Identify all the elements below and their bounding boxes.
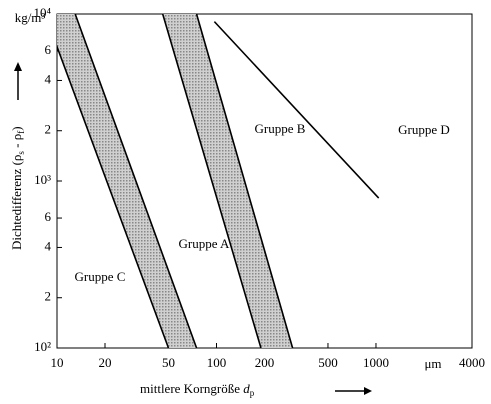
x-label-sub: p [250, 388, 255, 398]
x-tick-label: 1000 [363, 355, 389, 370]
y-label-text: Dichtedifferenz (ρ [9, 155, 24, 250]
group-label: Gruppe B [255, 121, 306, 136]
y-tick-label: 6 [45, 209, 52, 224]
y-label-text: - ρ [9, 134, 24, 151]
y-label-sub: s [16, 151, 26, 155]
boundary-line [57, 44, 170, 348]
y-label-sub: f [16, 131, 26, 134]
x-tick-label: 50 [162, 355, 175, 370]
y-tick-label: 10² [34, 339, 51, 354]
boundary-line [74, 14, 198, 348]
y-tick-label: 4 [45, 238, 52, 253]
y-label-text: ) [9, 126, 24, 130]
boundary-line [213, 21, 380, 199]
y-tick-label: 4 [45, 71, 52, 86]
boundary-line [195, 14, 294, 348]
boundary-line [161, 14, 262, 348]
y-arrow-head [14, 62, 22, 71]
x-label-symbol: d [243, 381, 250, 396]
x-axis-label: mittlere Korngröße dp [140, 381, 255, 398]
y-tick-label: 6 [45, 42, 52, 57]
y-axis-label: Dichtedifferenz (ρs - ρf) [9, 126, 26, 250]
x-unit: μm [424, 356, 441, 371]
group-label: Gruppe C [75, 269, 126, 284]
x-tick-label: 200 [255, 355, 275, 370]
y-unit: kg/m³ [15, 10, 46, 25]
group-label: Gruppe D [398, 122, 450, 137]
y-tick-label: 10³ [34, 172, 51, 187]
x-arrow-head [364, 387, 372, 395]
y-tick-label: 10⁴ [33, 5, 51, 20]
group-label: Gruppe A [179, 236, 231, 251]
x-tick-label: 500 [318, 355, 338, 370]
x-tick-label: 4000 [459, 355, 485, 370]
transition-band [162, 14, 293, 348]
x-label-text: mittlere Korngröße [140, 381, 243, 396]
x-tick-label: 10 [51, 355, 64, 370]
transition-band [57, 14, 197, 348]
x-tick-label: 20 [99, 355, 112, 370]
y-tick-label: 2 [45, 289, 52, 304]
y-tick-label: 2 [45, 122, 52, 137]
x-tick-label: 100 [207, 355, 227, 370]
